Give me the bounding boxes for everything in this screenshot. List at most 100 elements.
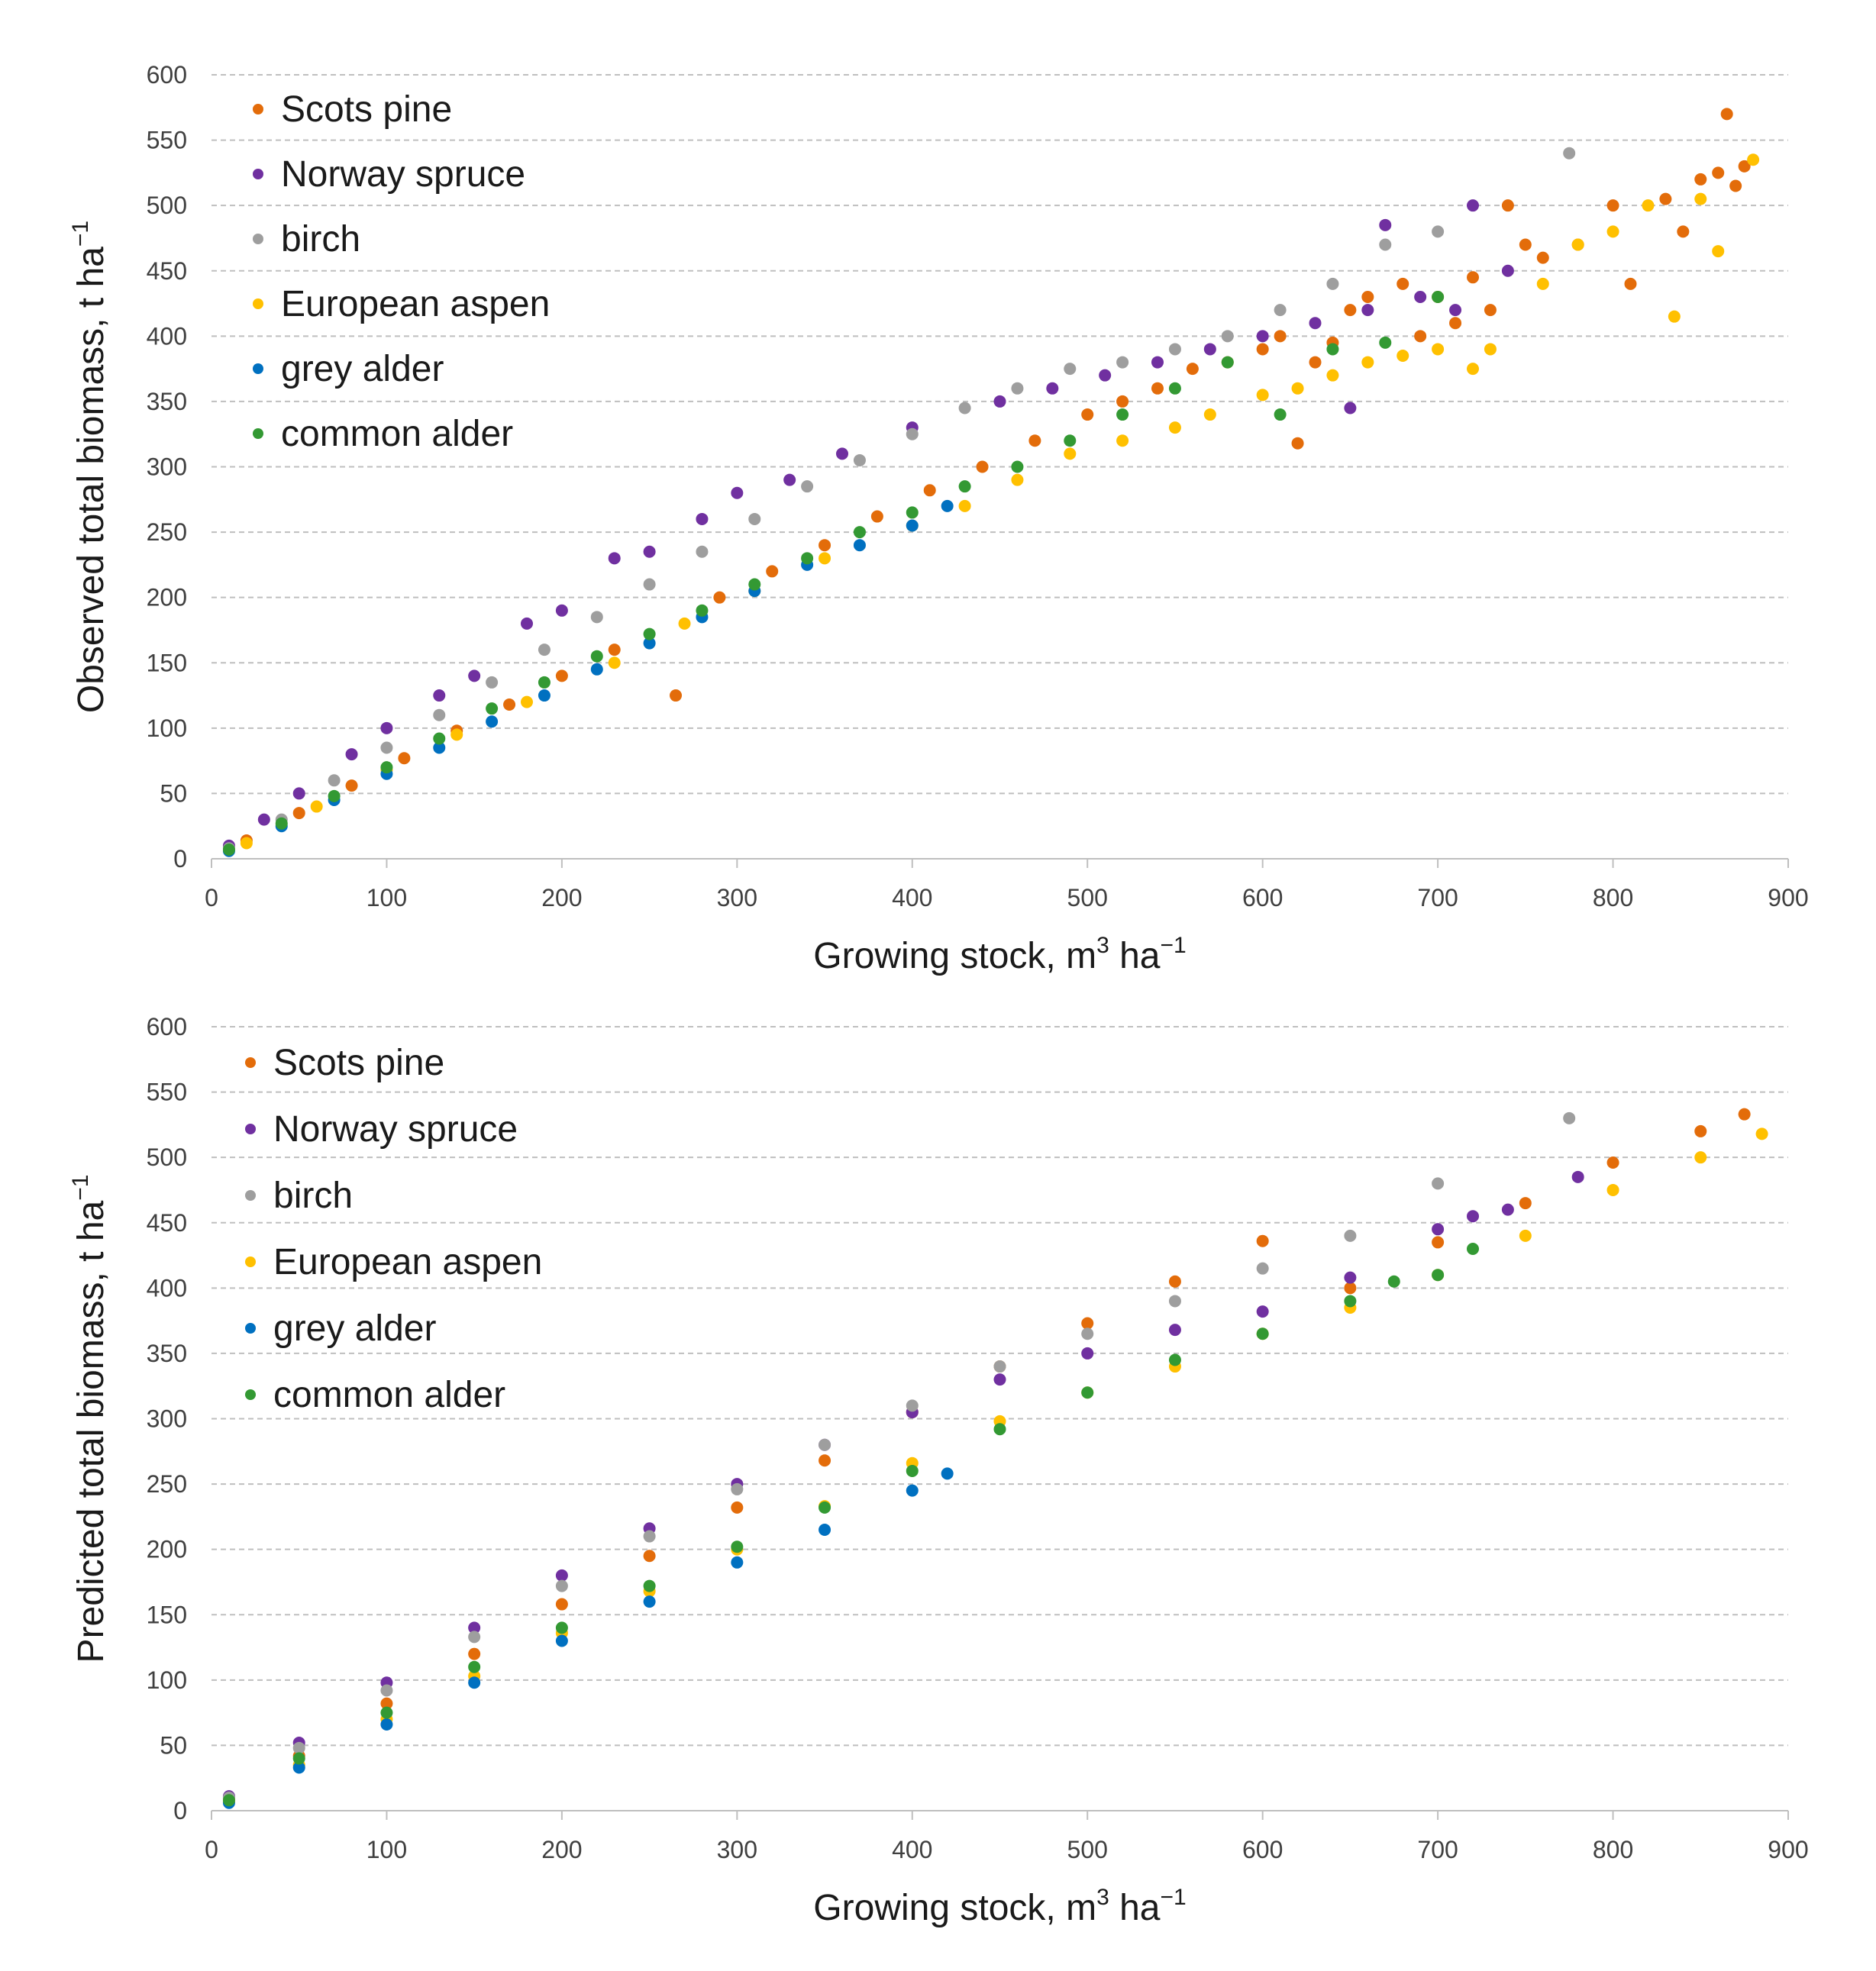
data-point [433,689,446,702]
data-point [1168,1275,1181,1288]
data-point [345,748,358,761]
legend-marker [245,1256,256,1267]
data-point [292,787,305,800]
data-point [1168,1353,1181,1366]
data-point [906,1484,919,1497]
legend-label: common alder [281,414,513,454]
y-tick-label: 600 [147,1013,187,1040]
data-point [1432,1177,1445,1190]
data-point [1379,218,1392,231]
data-point [1501,264,1514,277]
data-point [538,689,551,702]
data-point [1414,330,1427,343]
data-point [643,578,656,591]
data-point [783,473,796,486]
data-point [1291,437,1304,450]
data-point [433,708,446,721]
data-point [433,732,446,745]
data-point [521,617,533,630]
data-point [853,539,866,552]
legend: Scots pine Norway spruce birch European asp… [245,1043,542,1415]
data-points [222,108,1760,857]
series-common-alder [222,290,1445,856]
data-point [1467,1210,1479,1223]
data-point [819,1523,831,1536]
data-point [1624,277,1637,290]
data-point [1563,1111,1576,1124]
data-point [1344,1271,1357,1284]
x-tick-label: 600 [1242,884,1283,911]
series-european-aspen [240,153,1760,850]
data-point [1168,382,1181,395]
data-point [468,1676,481,1689]
y-tick-label: 450 [147,1209,187,1237]
y-tick-label: 250 [147,518,187,546]
data-point [853,526,866,539]
data-point [292,1741,305,1754]
data-point [538,644,551,656]
data-point [1256,1305,1269,1318]
series-common-alder [222,1242,1479,1807]
data-point [713,591,726,604]
data-point [696,512,709,525]
y-tick-label: 550 [147,1079,187,1106]
legend-marker [253,363,263,374]
x-tick-label: 0 [205,884,218,911]
data-point [503,698,516,711]
data-point [608,656,621,669]
data-point [643,1550,656,1563]
data-point [906,519,919,532]
data-point [1432,1236,1445,1249]
data-point [853,453,866,466]
data-point [310,800,323,813]
series-grey-alder [222,1467,954,1809]
data-point [1099,369,1112,382]
data-point [958,402,971,415]
data-point [1659,192,1672,205]
data-point [555,604,568,617]
data-point [1168,421,1181,434]
data-point [906,506,919,519]
data-point [643,1579,656,1592]
data-point [1344,1229,1357,1242]
data-point [1432,225,1445,238]
data-point [923,484,936,497]
data-point [1387,1275,1400,1288]
data-point [1519,1197,1532,1210]
data-point [1046,382,1059,395]
legend-label: grey alder [281,349,444,389]
data-point [1712,166,1725,179]
data-point [1668,310,1681,323]
x-tick-label: 900 [1768,884,1808,911]
legend-label: Norway spruce [281,154,525,195]
data-point [748,512,761,525]
data-point [1720,108,1733,121]
data-point [380,1718,393,1731]
legend-label: common alder [273,1375,505,1415]
data-point [608,644,621,656]
legend: Scots pine Norway spruce birch European asp… [253,89,550,454]
data-point [1274,330,1287,343]
data-point [643,1530,656,1543]
x-tick-label: 800 [1593,884,1633,911]
data-point [1344,1295,1357,1308]
x-tick-label: 500 [1067,884,1108,911]
legend-label: European aspen [281,284,550,324]
data-point [1501,199,1514,212]
data-point [328,774,341,787]
x-tick-label: 800 [1593,1836,1633,1863]
data-point [1397,350,1409,363]
y-tick-label: 350 [147,388,187,415]
data-point [257,813,270,826]
legend-marker [253,234,263,244]
x-tick-label: 100 [366,884,407,911]
data-points [222,1108,1768,1809]
data-point [380,721,393,734]
data-point [380,761,393,774]
data-point [1326,277,1339,290]
legend-label: birch [273,1176,353,1216]
y-tick-label: 150 [147,1601,187,1628]
data-point [976,460,989,473]
data-point [328,789,341,802]
x-tick-label: 500 [1067,1836,1108,1863]
